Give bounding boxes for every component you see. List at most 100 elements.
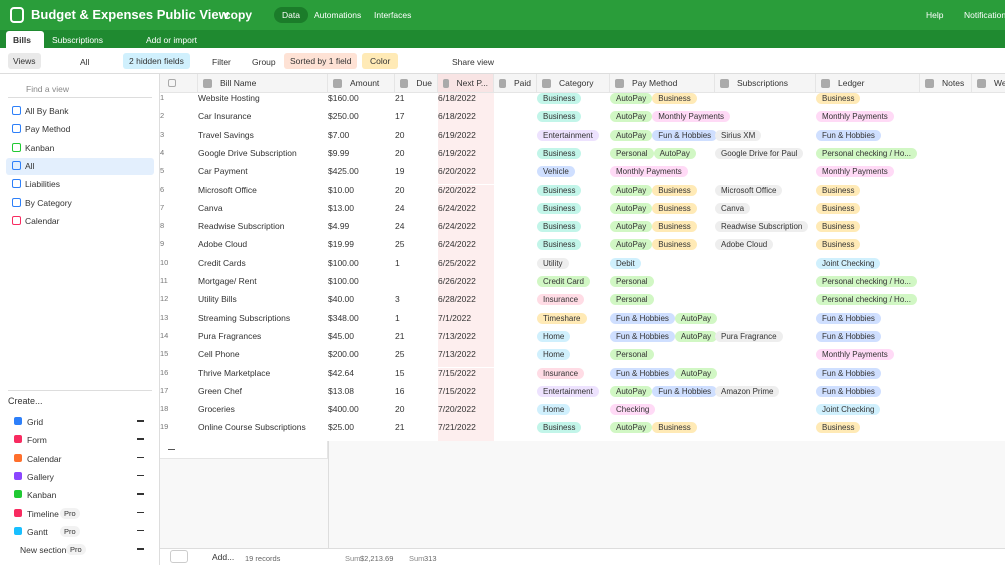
view-item[interactable]: Calendar bbox=[25, 215, 60, 226]
cell: $250.00 bbox=[328, 111, 395, 129]
add-row-plus bbox=[168, 448, 175, 451]
cell: $42.64 bbox=[328, 368, 395, 386]
notifications[interactable]: Notification bbox=[964, 10, 1005, 20]
cell: Debit bbox=[610, 257, 715, 276]
view-item[interactable]: Pay Method bbox=[25, 124, 71, 135]
cell bbox=[494, 368, 537, 386]
create-item[interactable]: Calendar bbox=[27, 453, 62, 464]
cell: 15 bbox=[160, 349, 198, 367]
cell bbox=[972, 368, 1005, 386]
cell: Fun & Hobbies bbox=[816, 129, 920, 148]
create-icon bbox=[14, 453, 22, 462]
view-item[interactable]: By Category bbox=[25, 197, 72, 208]
cell bbox=[494, 331, 537, 349]
cell: 11 bbox=[160, 276, 198, 294]
row-number: 16 bbox=[160, 367, 169, 377]
cell bbox=[972, 221, 1005, 239]
create-item[interactable]: Gantt bbox=[27, 526, 48, 537]
view-name[interactable]: All bbox=[80, 57, 90, 67]
sort[interactable]: Sorted by 1 field bbox=[284, 53, 358, 69]
cell: Personal bbox=[610, 294, 715, 312]
cell: 7/15/2022 bbox=[438, 367, 494, 386]
field-icon bbox=[203, 78, 212, 88]
column-header[interactable]: Bill Name bbox=[198, 74, 328, 93]
filter[interactable]: Filter bbox=[212, 57, 231, 67]
create-item[interactable]: Timeline bbox=[27, 508, 59, 519]
cell: 20 bbox=[395, 404, 438, 422]
cell bbox=[494, 130, 537, 148]
cell: Google Drive for Paul bbox=[715, 147, 816, 166]
share-view[interactable]: Share view bbox=[452, 57, 495, 67]
view-item[interactable]: Liabilities bbox=[25, 179, 60, 190]
create-item[interactable]: Grid bbox=[27, 417, 44, 427]
column-header[interactable]: Pay Method bbox=[610, 74, 715, 93]
cell-text: $348.00 bbox=[328, 312, 359, 323]
table-tab[interactable]: Subscriptions bbox=[52, 35, 104, 45]
tab[interactable]: Interfaces bbox=[374, 10, 412, 20]
tab[interactable]: Data bbox=[274, 7, 308, 23]
cell: 10 bbox=[160, 258, 198, 276]
cell: Green Chef bbox=[198, 386, 328, 404]
footer-add[interactable]: Add... bbox=[212, 552, 235, 562]
cell bbox=[715, 111, 816, 129]
color[interactable]: Color bbox=[362, 53, 399, 69]
cell: $13.00 bbox=[328, 203, 395, 221]
column-header[interactable]: Due bbox=[395, 74, 438, 93]
column-header[interactable]: Subscriptions bbox=[715, 74, 816, 93]
column-header[interactable]: Notes bbox=[920, 74, 972, 93]
column-name: Ledger bbox=[838, 78, 865, 88]
cell: 4 bbox=[160, 148, 198, 166]
create-icon bbox=[14, 508, 22, 517]
view-item[interactable]: Kanban bbox=[25, 142, 55, 153]
column-header[interactable]: Paid bbox=[494, 74, 537, 93]
view-item[interactable]: All By Bank bbox=[25, 106, 69, 116]
table-tab[interactable]: Bills bbox=[6, 31, 44, 48]
cell-text: $40.00 bbox=[328, 294, 354, 305]
base-badge: copy bbox=[224, 8, 253, 22]
view-search[interactable]: Find a view bbox=[8, 80, 152, 98]
create-item[interactable]: Kanban bbox=[27, 490, 57, 501]
create-heading[interactable]: Create... bbox=[8, 390, 152, 406]
tag: Fun & Hobbies bbox=[610, 330, 675, 342]
cell bbox=[715, 93, 816, 111]
add-row[interactable] bbox=[160, 440, 328, 459]
cell: Credit Cards bbox=[198, 258, 328, 276]
cell: 1 bbox=[395, 313, 438, 331]
cell bbox=[920, 404, 972, 422]
cell bbox=[715, 368, 816, 386]
help[interactable]: Help bbox=[926, 10, 944, 20]
cell: Fun & Hobbies AutoPay bbox=[610, 312, 718, 331]
create-item[interactable]: Gallery bbox=[27, 471, 54, 482]
cell-text: 7/20/2022 bbox=[438, 404, 476, 415]
cell: Google Drive Subscription bbox=[198, 148, 328, 166]
cell: Canva bbox=[198, 203, 328, 221]
cell: 9 bbox=[160, 239, 198, 257]
cell: AutoPay Business bbox=[610, 202, 715, 221]
view-item[interactable]: All bbox=[25, 160, 35, 171]
views-button[interactable]: Views bbox=[8, 53, 41, 69]
cell bbox=[920, 148, 972, 166]
cell bbox=[920, 221, 972, 239]
column-header[interactable]: Category bbox=[537, 74, 610, 93]
group[interactable]: Group bbox=[252, 57, 276, 67]
tab[interactable]: Automations bbox=[314, 10, 362, 20]
column-header[interactable]: Webs bbox=[972, 74, 1005, 93]
cell: Joint Checking bbox=[816, 257, 920, 276]
cell-text: $425.00 bbox=[328, 166, 359, 177]
cell bbox=[920, 111, 972, 129]
create-item[interactable]: New section bbox=[20, 545, 67, 556]
hidden-fields[interactable]: 2 hidden fields bbox=[123, 53, 190, 69]
cell-text: Credit Cards bbox=[198, 257, 246, 268]
column-header[interactable]: Next P... bbox=[438, 74, 494, 93]
cell: AutoPay Business bbox=[610, 184, 715, 203]
cell: $7.00 bbox=[328, 130, 395, 148]
cell: Checking bbox=[610, 404, 715, 422]
column-header[interactable] bbox=[160, 74, 198, 93]
column-header[interactable]: Amount bbox=[328, 74, 395, 93]
create-item[interactable]: Form bbox=[27, 435, 47, 446]
footer-add-button[interactable] bbox=[170, 550, 188, 563]
tag: Personal bbox=[610, 147, 654, 159]
column-header[interactable]: Ledger bbox=[816, 74, 920, 93]
add-table[interactable]: Add or import bbox=[146, 35, 198, 45]
tag: Joint Checking bbox=[816, 404, 881, 416]
